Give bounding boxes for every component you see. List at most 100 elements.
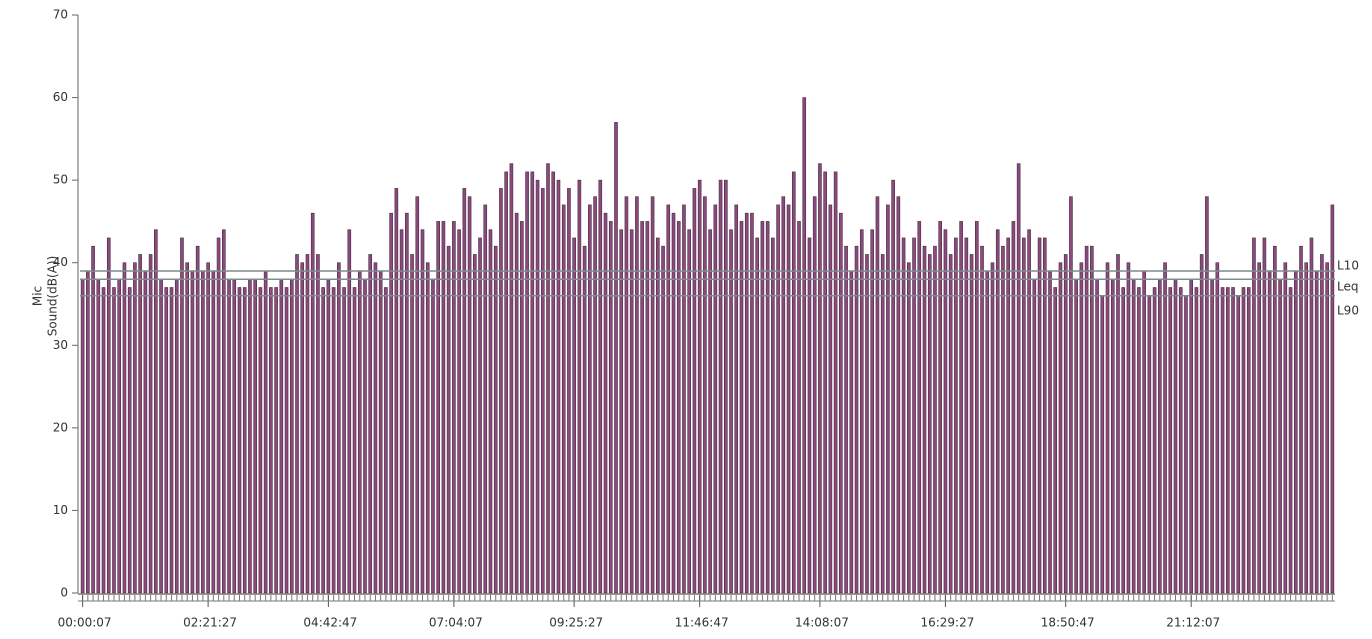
bar [1058,262,1063,594]
x-tick-label: 02:21:27 [183,616,237,630]
bar [1288,287,1293,594]
bar [645,221,650,594]
bar [295,254,299,594]
bar [561,204,566,594]
bar [588,204,592,594]
bar [1257,262,1261,594]
bar [1022,237,1026,594]
bar [781,196,786,594]
bar [263,270,268,594]
bar [1293,270,1298,594]
bar [1105,262,1110,594]
bar [1262,237,1267,594]
bar [180,237,184,594]
bar [195,245,200,594]
bar [849,270,854,594]
bar [891,179,895,594]
bar [467,196,472,594]
bar [744,212,749,594]
bar [1178,287,1183,594]
bar [1090,245,1094,594]
bar [1194,287,1199,594]
bar [927,254,932,594]
y-tick-label: 40 [53,255,68,269]
bar [823,171,827,594]
bar [901,237,906,594]
bar [415,196,420,594]
bar [1001,245,1005,594]
bar [169,287,174,594]
bar [1330,204,1335,594]
bar [441,221,446,594]
bar [473,254,477,594]
bar [546,163,550,594]
bar [671,212,676,594]
bar [1278,278,1282,594]
bar [269,287,273,594]
bar [1110,278,1115,594]
bar [1032,278,1037,594]
bar [342,287,346,594]
bar [279,278,284,594]
bar [1267,270,1272,594]
bar [201,270,205,594]
bar [964,237,969,594]
reference-label: L10 [1337,259,1359,273]
bar [253,278,257,594]
bar [1126,262,1131,594]
bar [755,237,759,594]
bar [1016,163,1021,594]
bar [839,212,843,594]
bar [535,179,540,594]
x-tick-label: 11:46:47 [675,616,729,630]
bar [975,221,979,594]
bar [1069,196,1073,594]
bar [1063,254,1068,594]
bar [493,245,498,594]
bar [284,287,289,594]
bar [1273,245,1277,594]
bar [1205,196,1209,594]
bar [117,278,122,594]
y-tick-label: 0 [60,586,68,600]
bar [420,229,425,594]
bar [483,204,488,594]
y-tick-label: 50 [53,173,68,187]
bar [938,221,942,594]
bar [624,196,629,594]
bar [368,254,373,594]
bar [331,287,336,594]
bar [614,122,618,594]
bar [436,221,440,594]
y-axis-label: Sound(dB(A)) [46,256,60,337]
bar [96,278,101,594]
bar [551,171,556,594]
bar [216,237,221,594]
bar [807,237,812,594]
bar [802,97,807,594]
bar [577,179,582,594]
bar [1152,287,1157,594]
bar [886,204,890,594]
bar [692,188,697,594]
bar [791,171,796,594]
bar [174,278,179,594]
bar [666,204,671,594]
bar [1074,278,1078,594]
bar [1320,254,1324,594]
y-tick-label: 30 [53,338,68,352]
bar [258,287,263,594]
bar [661,245,665,594]
bar [980,245,984,594]
bar [326,278,331,594]
bar [797,221,801,594]
bar [922,245,927,594]
bar [248,278,252,594]
bar [1309,237,1314,594]
bar [912,237,916,594]
y-tick-label: 10 [53,503,68,517]
bar [1158,278,1162,594]
bar [337,262,341,594]
